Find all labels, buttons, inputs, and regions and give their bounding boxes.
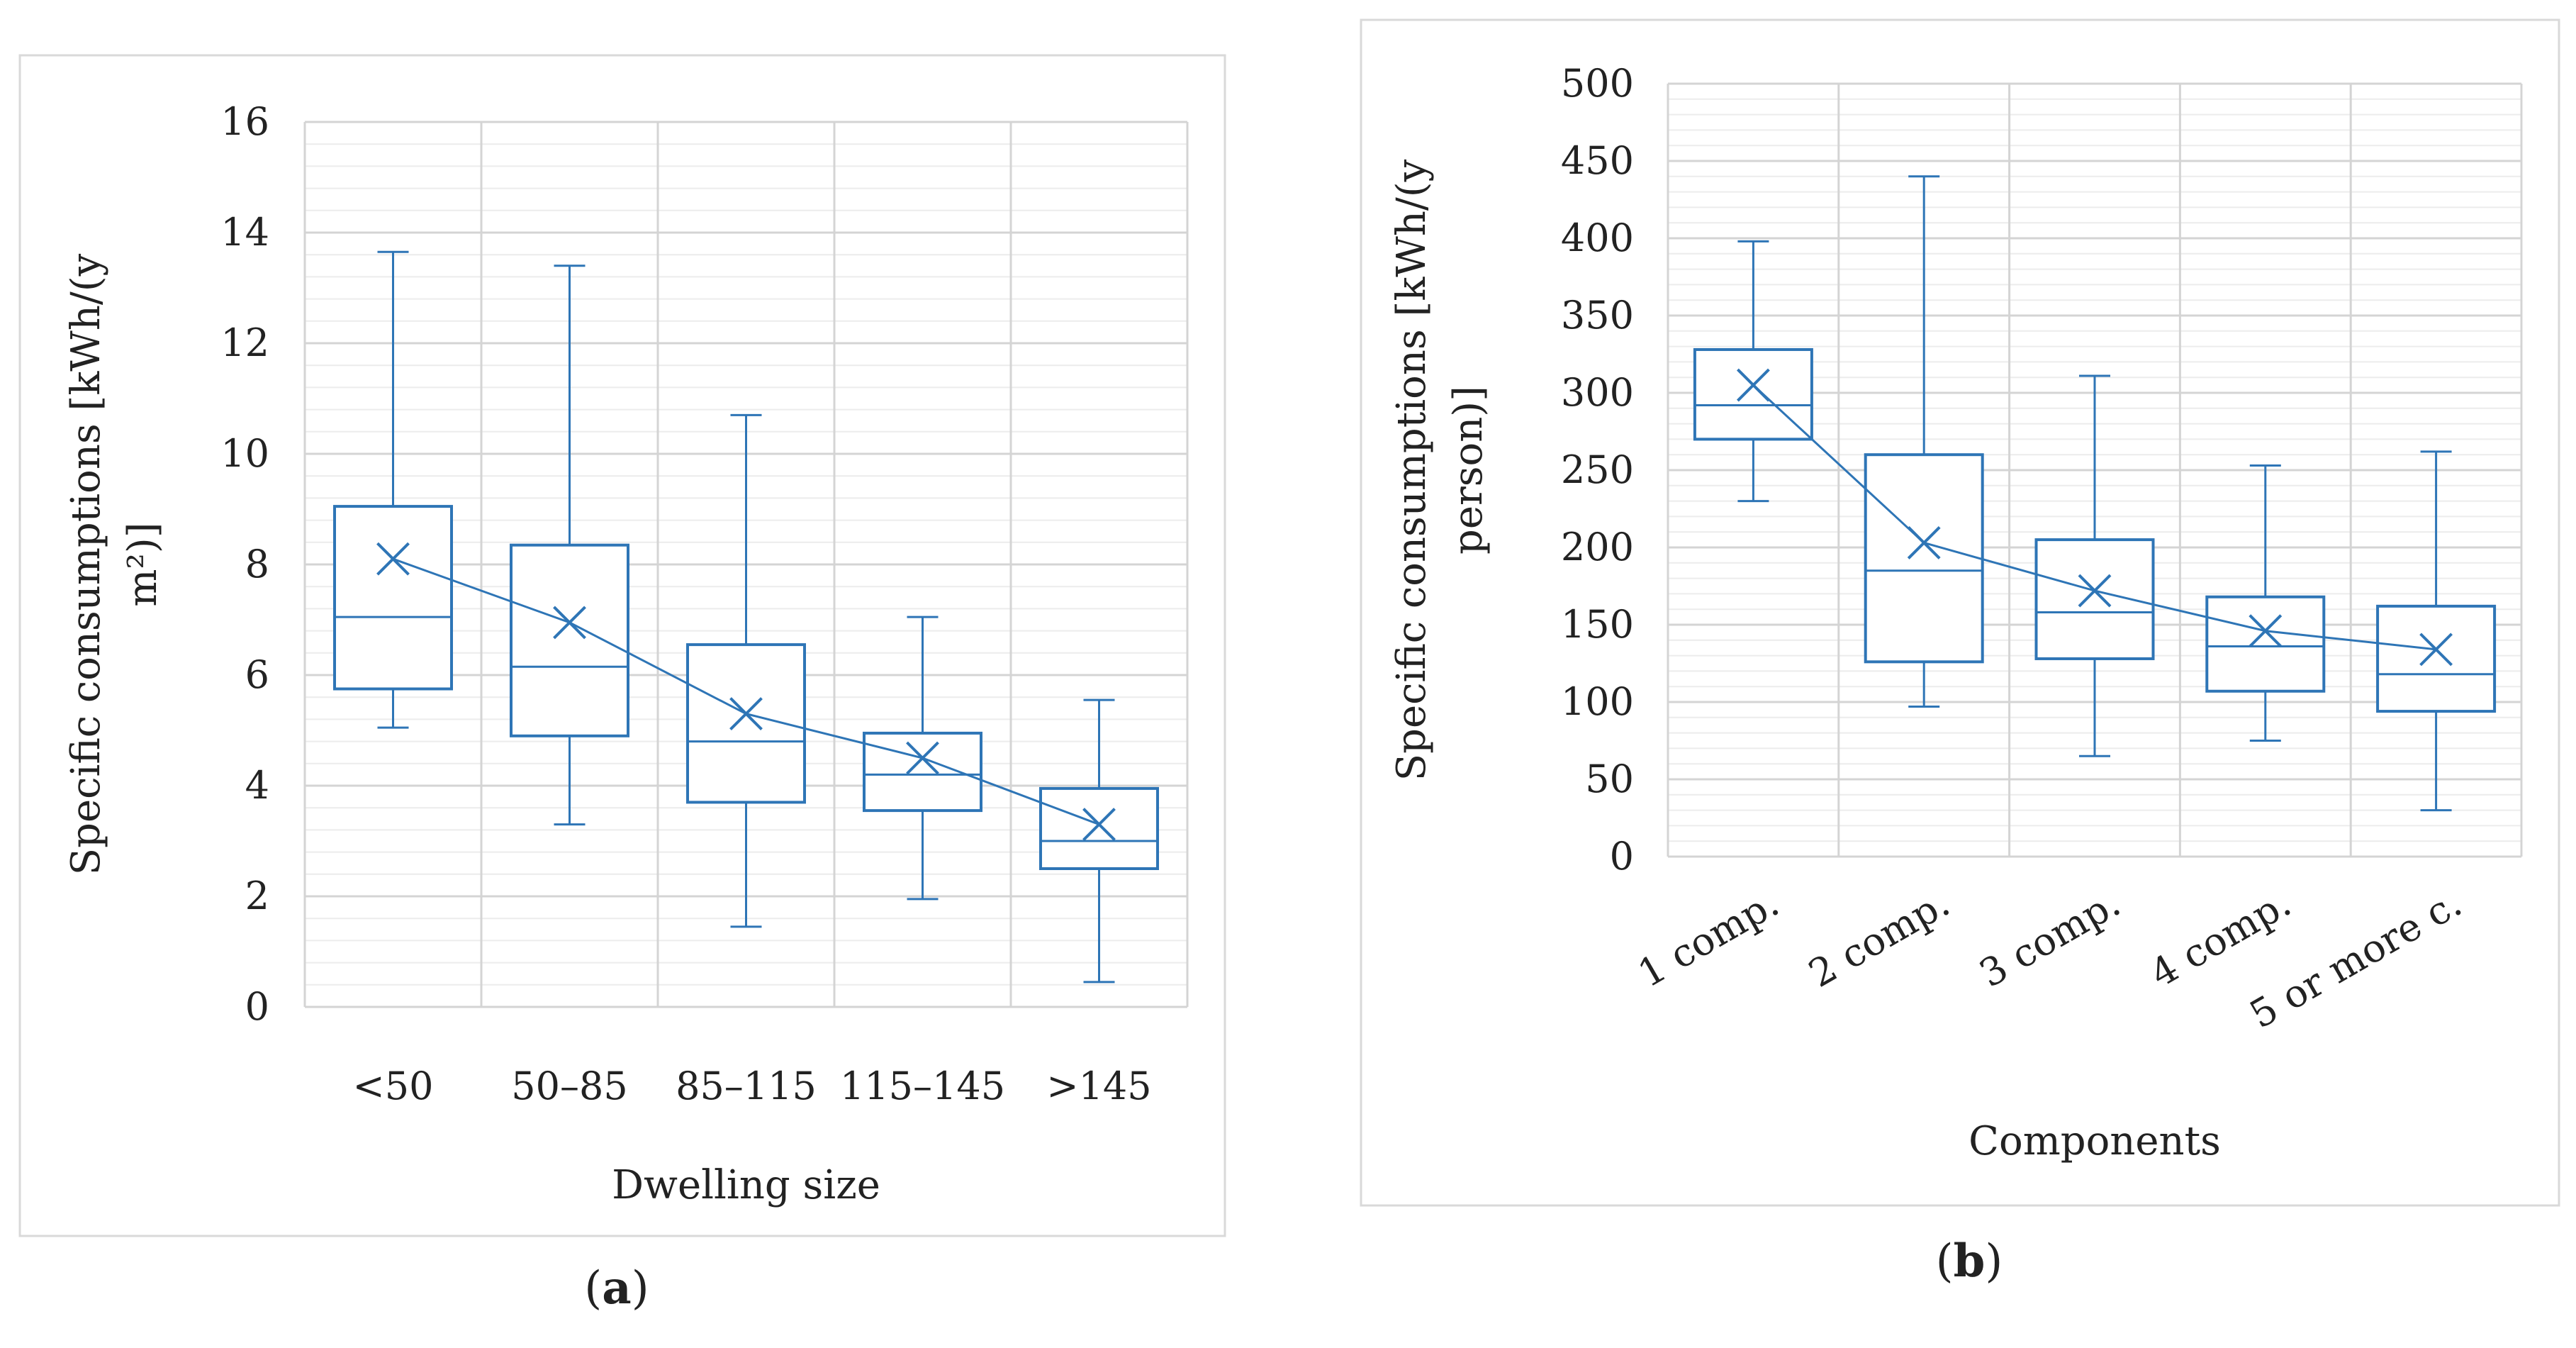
- box-b: [2376, 604, 2497, 713]
- mean-marker-a: [1082, 808, 1116, 842]
- mean-marker-stroke: [2419, 633, 2453, 667]
- x-tick-label-a: >145: [1046, 1064, 1151, 1108]
- y-tick-label-b: 400: [1561, 216, 1634, 260]
- y-tick-label-b: 150: [1561, 602, 1634, 647]
- y-tick-label-a: 8: [245, 542, 269, 586]
- y-tick-label-b: 0: [1610, 834, 1634, 879]
- y-tick-label-a: 6: [245, 652, 269, 697]
- box-a: [1039, 786, 1159, 871]
- y-tick-label-a: 0: [245, 984, 269, 1029]
- box-b: [2034, 538, 2155, 660]
- y-axis-title-b: Specific consumptions [kWh/(y person)]: [1389, 159, 1491, 781]
- y-tick-label-a: 12: [220, 321, 269, 365]
- y-tick-label-a: 16: [220, 99, 269, 144]
- y-tick-label-b: 300: [1561, 370, 1634, 415]
- mean-marker-stroke: [2249, 614, 2283, 648]
- x-tick-label-a: <50: [353, 1064, 434, 1108]
- panel-a-label: (a): [584, 1261, 649, 1315]
- mean-marker-a: [553, 606, 586, 640]
- mean-marker-a: [906, 741, 939, 775]
- y-tick-label-a: 2: [245, 874, 269, 918]
- x-tick-label-a: 85–115: [676, 1064, 817, 1108]
- y-tick-label-b: 200: [1561, 525, 1634, 569]
- box-a: [863, 731, 982, 813]
- mean-marker-b: [2078, 574, 2112, 608]
- box-b: [2205, 595, 2326, 693]
- mean-marker-b: [1736, 368, 1770, 402]
- mean-marker-b: [1907, 526, 1941, 559]
- mean-marker-stroke: [376, 542, 410, 576]
- mean-marker-stroke: [553, 606, 586, 640]
- y-tick-label-a: 14: [220, 210, 269, 255]
- panel-b-label: (b): [1936, 1235, 2003, 1288]
- mean-marker-a: [376, 542, 410, 576]
- y-tick-label-b: 500: [1561, 61, 1634, 106]
- x-axis-title-b: Components: [1969, 1118, 2221, 1164]
- mean-marker-stroke: [729, 697, 763, 731]
- y-tick-label-a: 4: [245, 763, 269, 808]
- box-b: [1693, 347, 1813, 441]
- box-b: [1864, 453, 1984, 664]
- y-tick-label-a: 10: [220, 431, 269, 476]
- mean-marker-stroke: [1907, 526, 1941, 559]
- y-tick-label-b: 250: [1561, 447, 1634, 492]
- y-axis-title-line: Specific consumptions [kWh/(y: [63, 253, 109, 875]
- y-axis-title-a: Specific consumptions [kWh/(y m²)]: [63, 253, 166, 875]
- mean-marker-a: [729, 697, 763, 731]
- box-a: [333, 505, 453, 691]
- x-tick-label-a: 115–145: [840, 1064, 1005, 1108]
- mean-marker-b: [2249, 614, 2283, 648]
- y-axis-title-line: m²)]: [120, 522, 166, 606]
- x-axis-title-a: Dwelling size: [612, 1162, 880, 1208]
- box-a: [510, 543, 629, 737]
- y-tick-label-b: 450: [1561, 138, 1634, 183]
- y-tick-label-b: 350: [1561, 293, 1634, 338]
- y-tick-label-b: 100: [1561, 679, 1634, 724]
- chart-a: 0 2 4 6 8 10 12 14 16 <50 50–85 85–115 115–145 >145 Dw…: [63, 99, 1189, 1208]
- mean-marker-stroke: [2078, 574, 2112, 608]
- y-tick-label-b: 50: [1585, 757, 1634, 801]
- mean-marker-stroke: [1736, 368, 1770, 402]
- mean-marker-b: [2419, 633, 2453, 667]
- y-axis-title-line: Specific consumptions [kWh/(y: [1389, 159, 1435, 781]
- y-axis-title-line: person)]: [1445, 386, 1491, 555]
- mean-marker-stroke: [906, 741, 939, 775]
- mean-marker-stroke: [1082, 808, 1116, 842]
- x-tick-label-a: 50–85: [511, 1064, 627, 1108]
